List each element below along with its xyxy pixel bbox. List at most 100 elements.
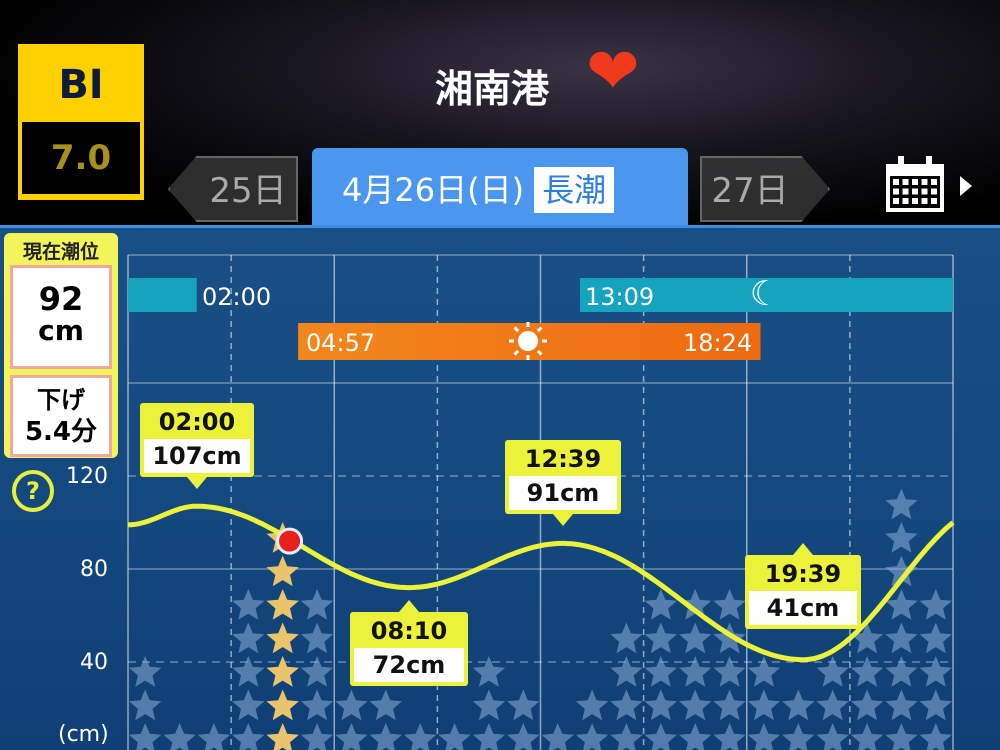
star (919, 656, 952, 687)
sun-ray (513, 326, 520, 333)
tide-curve (127, 503, 955, 663)
current-date-tab[interactable]: 4月26日(日) 長潮 (312, 148, 688, 226)
bi-index-badge[interactable]: BI 7.0 (18, 44, 144, 200)
sun-ray (536, 349, 543, 356)
sun-ray (513, 349, 520, 356)
trend-value: 5.4分 (24, 417, 98, 447)
star (816, 656, 849, 687)
star-gold (266, 589, 299, 620)
star (472, 723, 506, 750)
moon-bar (128, 278, 197, 312)
callout-time: 19:39 (764, 560, 842, 588)
moon-icon: ☾ (750, 274, 780, 314)
callout-time: 12:39 (524, 445, 602, 473)
tide-type-badge: 長潮 (534, 167, 615, 213)
star (713, 723, 746, 750)
calendar-icon[interactable] (884, 156, 946, 214)
star (747, 723, 781, 750)
star-gold (266, 723, 299, 750)
star (679, 622, 712, 654)
help-icon[interactable]: ? (12, 470, 54, 512)
star (300, 656, 334, 687)
star (919, 589, 952, 620)
header: BI 7.0 湘南港 ❤ 25日 4月26日(日) 長潮 27日 (0, 0, 1000, 226)
star (919, 689, 952, 721)
current-tide-panel: 現在潮位 92 cm 下げ 5.4分 (4, 233, 118, 458)
star (369, 723, 402, 750)
current-date: 4月26日(日) (342, 171, 525, 209)
star (644, 656, 677, 687)
star (575, 689, 609, 721)
star (679, 589, 712, 620)
star (679, 689, 712, 721)
star (747, 689, 781, 721)
current-level-box: 92 cm (10, 265, 112, 369)
star (713, 689, 746, 721)
star (885, 555, 918, 587)
low-tide-callout: 19:39 41cm (745, 543, 861, 629)
star (679, 656, 712, 687)
star (713, 622, 746, 654)
star (541, 723, 574, 750)
page-title: 湘南港 (435, 67, 550, 111)
star (885, 589, 918, 620)
bi-value: 7.0 (22, 122, 140, 194)
star (644, 589, 677, 620)
star (300, 689, 334, 721)
star (885, 723, 918, 750)
star (850, 656, 884, 687)
star (232, 656, 265, 687)
callout-height: 72cm (354, 648, 464, 682)
star (679, 723, 712, 750)
star (885, 622, 918, 654)
current-level-value: 92 (38, 280, 84, 318)
star (507, 689, 540, 721)
star (369, 689, 402, 721)
star (816, 689, 849, 721)
star-gold (266, 622, 299, 654)
y-axis-label: (cm) (58, 722, 109, 747)
chevron-right-icon[interactable] (960, 176, 972, 196)
star (850, 622, 884, 654)
current-tide-title: 現在潮位 (22, 241, 99, 263)
next-day-button[interactable]: 27日 (700, 156, 830, 222)
star (129, 656, 162, 687)
moonrise-time: 13:09 (585, 283, 655, 311)
star (782, 689, 815, 721)
star (850, 723, 884, 750)
heart-icon[interactable]: ❤ (586, 35, 640, 109)
current-tide-marker (276, 527, 304, 555)
bi-label: BI (58, 62, 104, 108)
callout-height: 91cm (509, 476, 617, 510)
star (335, 689, 368, 721)
star (300, 723, 334, 750)
star (610, 689, 643, 721)
star (850, 689, 884, 721)
star (335, 723, 368, 750)
star (644, 723, 677, 750)
low-tide-callout: 08:10 72cm (350, 600, 468, 686)
star (782, 723, 815, 750)
current-level-unit: cm (38, 314, 84, 347)
star (610, 656, 643, 687)
star (713, 656, 746, 687)
star (919, 723, 952, 750)
star-gold (266, 555, 299, 587)
star (644, 622, 677, 654)
y-tick: 80 (80, 557, 108, 582)
high-tide-callout: 02:00 107cm (140, 403, 254, 489)
star (610, 622, 643, 654)
star-gold (266, 656, 299, 687)
trend-box: 下げ 5.4分 (10, 375, 112, 457)
moonset-time: 02:00 (202, 283, 272, 311)
prev-day-button[interactable]: 25日 (168, 156, 298, 222)
sun-ray (536, 326, 543, 333)
trend-label: 下げ (37, 386, 85, 414)
star (885, 656, 918, 687)
star (163, 723, 196, 750)
sunrise-time: 04:57 (306, 329, 376, 357)
star (885, 522, 918, 553)
star (472, 656, 506, 687)
star (232, 689, 265, 721)
star (885, 488, 918, 520)
